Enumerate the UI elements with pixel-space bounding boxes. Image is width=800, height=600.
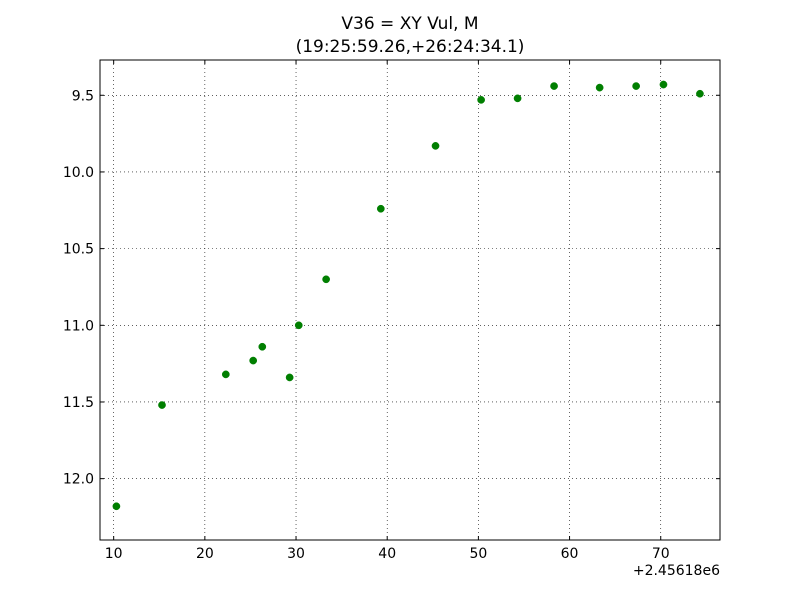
data-point [477, 96, 485, 104]
y-tick-label: 10.0 [63, 165, 94, 181]
data-point [258, 342, 267, 351]
chart-title-line2: (19:25:59.26,+26:24:34.1) [296, 37, 525, 57]
data-point [659, 80, 668, 89]
axis-ticks: 10 20 30 40 50 60 70 9.5 10.0 10.5 11.0 11.5 12.0 [63, 60, 720, 562]
y-tick-label: 11.5 [63, 395, 94, 411]
data-point [285, 373, 294, 382]
data-point [376, 204, 385, 213]
x-tick-label: 20 [196, 546, 214, 562]
data-point [632, 82, 640, 90]
y-tick-label: 11.0 [63, 318, 94, 334]
x-tick-label: 50 [469, 546, 487, 562]
x-tick-label: 10 [105, 546, 123, 562]
plot-area-frame [99, 59, 721, 541]
x-axis-offset-label: +2.45618e6 [633, 563, 720, 579]
data-point [158, 401, 166, 409]
data-point [550, 82, 558, 90]
x-tick-label: 40 [378, 546, 396, 562]
grid-lines [100, 60, 720, 540]
x-tick-label: 30 [287, 546, 305, 562]
data-point [595, 83, 604, 92]
y-tick-label: 12.0 [63, 472, 94, 488]
data-point [322, 275, 330, 284]
x-tick-label: 60 [561, 546, 579, 562]
data-point [431, 142, 440, 150]
y-tick-label: 9.5 [72, 88, 94, 104]
data-point [112, 502, 121, 511]
data-point [221, 370, 230, 379]
y-tick-label: 10.5 [63, 242, 94, 258]
chart-title-line1: V36 = XY Vul, M [341, 14, 478, 34]
data-points [112, 80, 704, 511]
data-point [294, 321, 303, 330]
data-point [249, 356, 258, 365]
data-point [513, 94, 522, 103]
data-point [696, 89, 704, 98]
x-tick-label: 70 [652, 546, 670, 562]
